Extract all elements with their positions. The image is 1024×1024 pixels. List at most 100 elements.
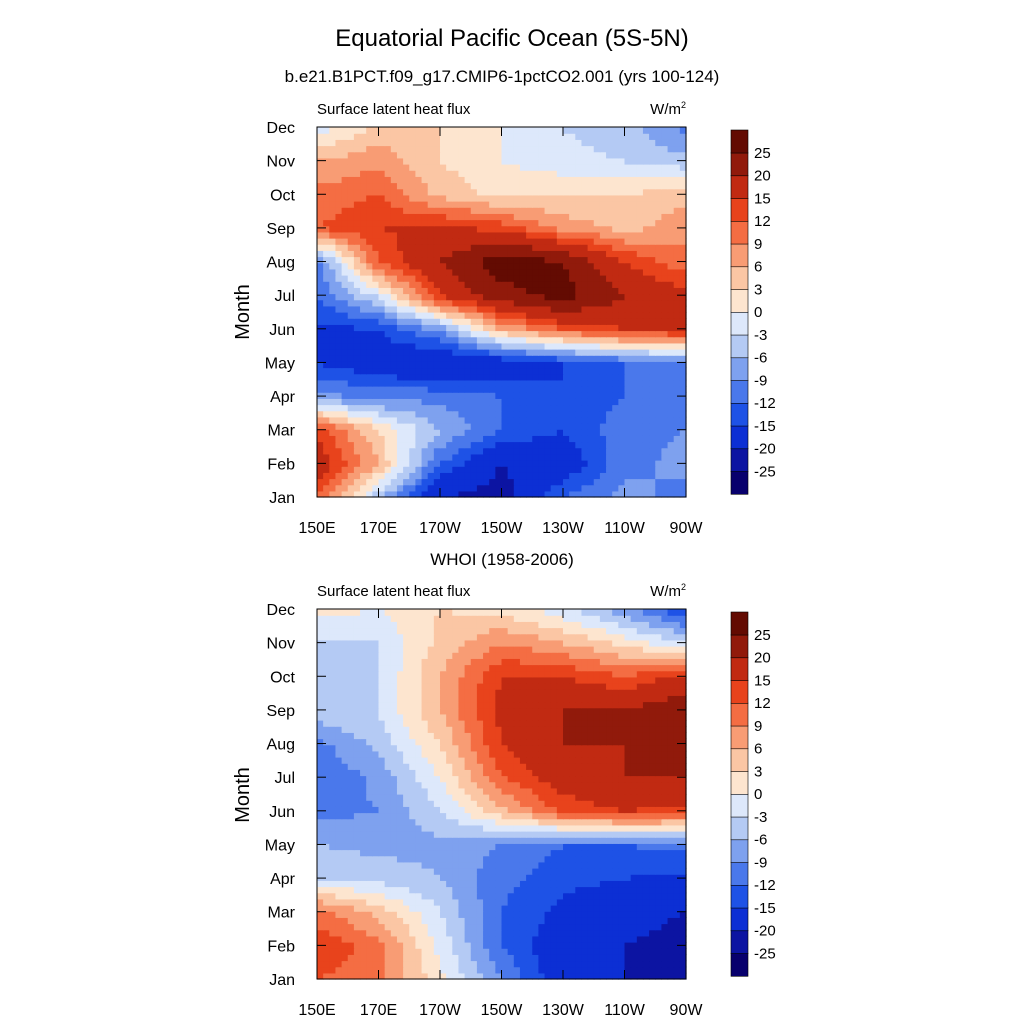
heatmap-cell bbox=[661, 892, 669, 900]
heatmap-cell bbox=[433, 929, 441, 937]
heatmap-cell bbox=[507, 336, 515, 344]
heatmap-cell bbox=[317, 231, 324, 239]
heatmap-cell bbox=[470, 157, 478, 165]
heatmap-cell bbox=[526, 293, 533, 301]
heatmap-cell bbox=[618, 868, 626, 875]
heatmap-cell bbox=[673, 929, 681, 937]
heatmap-cell bbox=[403, 972, 410, 980]
heatmap-cell bbox=[544, 466, 552, 473]
heatmap-cell bbox=[655, 262, 662, 270]
heatmap-cell bbox=[433, 182, 441, 190]
heatmap-cell bbox=[532, 151, 539, 159]
heatmap-cell bbox=[679, 966, 687, 974]
heatmap-cell bbox=[433, 127, 441, 134]
heatmap-cell bbox=[433, 954, 441, 962]
heatmap-cell bbox=[519, 268, 527, 276]
heatmap-cell bbox=[403, 281, 410, 288]
heatmap-cell bbox=[667, 139, 675, 147]
heatmap-cell bbox=[360, 942, 367, 949]
heatmap-cell bbox=[372, 966, 380, 974]
heatmap-cell bbox=[519, 435, 527, 443]
heatmap-cell bbox=[636, 324, 644, 332]
heatmap-cell bbox=[661, 312, 669, 319]
heatmap-cell bbox=[630, 874, 638, 881]
heatmap-cell bbox=[329, 404, 337, 412]
heatmap-cell bbox=[347, 145, 355, 153]
heatmap-cell bbox=[507, 404, 515, 412]
heatmap-cell bbox=[323, 244, 330, 251]
heatmap-cell bbox=[642, 490, 650, 498]
heatmap-cell bbox=[587, 373, 595, 381]
heatmap-cell bbox=[606, 318, 613, 325]
heatmap-cell bbox=[390, 972, 398, 980]
heatmap-cell bbox=[630, 861, 638, 869]
heatmap-cell bbox=[532, 892, 539, 900]
heatmap-cell bbox=[317, 139, 324, 147]
heatmap-cell bbox=[649, 905, 656, 912]
heatmap-cell bbox=[513, 127, 521, 134]
heatmap-cell bbox=[347, 244, 355, 251]
heatmap-cell bbox=[489, 435, 496, 443]
heatmap-cell bbox=[649, 861, 656, 869]
heatmap-cell bbox=[329, 336, 337, 344]
heatmap-cell bbox=[679, 349, 687, 356]
heatmap-cell bbox=[636, 861, 644, 869]
heatmap-cell bbox=[606, 398, 613, 406]
heatmap-cell bbox=[446, 139, 453, 147]
heatmap-cell bbox=[440, 917, 447, 925]
heatmap-cell bbox=[569, 892, 576, 900]
x-tick-label: 110W bbox=[604, 520, 646, 537]
panel-whoi: WHOI (1958-2006) Surface latent heat flu… bbox=[232, 550, 776, 1019]
heatmap-cell bbox=[440, 361, 447, 369]
heatmap-cell bbox=[612, 954, 619, 962]
heatmap-cell bbox=[366, 268, 373, 276]
heatmap-cell bbox=[667, 225, 675, 233]
heatmap-cell bbox=[507, 207, 515, 214]
heatmap-cell bbox=[618, 892, 626, 900]
heatmap-cell bbox=[452, 472, 460, 480]
heatmap-cell bbox=[618, 886, 626, 894]
heatmap-cell bbox=[593, 935, 601, 943]
heatmap-cell bbox=[458, 367, 466, 375]
heatmap-cell bbox=[606, 942, 613, 949]
heatmap-cell bbox=[667, 188, 675, 196]
heatmap-cell bbox=[556, 318, 564, 325]
colorbar-label: -6 bbox=[754, 350, 767, 367]
heatmap-cell bbox=[366, 441, 373, 449]
heatmap-cell bbox=[329, 213, 337, 221]
heatmap-cell bbox=[464, 923, 472, 931]
heatmap-cell bbox=[667, 318, 675, 325]
heatmap-cell bbox=[556, 336, 564, 344]
heatmap-cell bbox=[636, 929, 644, 937]
heatmap-cell bbox=[636, 219, 644, 227]
heatmap-cell bbox=[649, 484, 656, 492]
heatmap-cell bbox=[673, 238, 681, 245]
heatmap-cell bbox=[458, 170, 466, 177]
heatmap-cell bbox=[563, 966, 570, 974]
heatmap-cell bbox=[501, 948, 509, 955]
heatmap-cell bbox=[649, 250, 656, 258]
heatmap-cell bbox=[464, 392, 472, 399]
heatmap-cell bbox=[440, 349, 447, 356]
heatmap-cell bbox=[550, 386, 558, 393]
heatmap-cell bbox=[353, 342, 361, 350]
heatmap-cell bbox=[396, 305, 404, 313]
heatmap-cell bbox=[495, 929, 503, 937]
heatmap-cell bbox=[446, 429, 453, 436]
heatmap-cell bbox=[532, 490, 539, 498]
heatmap-cell bbox=[599, 293, 607, 301]
heatmap-cell bbox=[544, 213, 552, 221]
heatmap-cell bbox=[513, 892, 521, 900]
heatmap-cell bbox=[335, 386, 343, 393]
heatmap-cell bbox=[624, 213, 632, 221]
heatmap-cell bbox=[673, 194, 681, 202]
heatmap-cell bbox=[323, 275, 330, 282]
heatmap-cell bbox=[532, 244, 539, 251]
heatmap-cell bbox=[673, 373, 681, 381]
heatmap-cell bbox=[396, 849, 404, 857]
heatmap-cell bbox=[452, 305, 460, 313]
heatmap-cell bbox=[483, 874, 490, 881]
heatmap-cell bbox=[569, 898, 576, 906]
heatmap-cell bbox=[396, 127, 404, 134]
heatmap-cell bbox=[655, 855, 662, 863]
